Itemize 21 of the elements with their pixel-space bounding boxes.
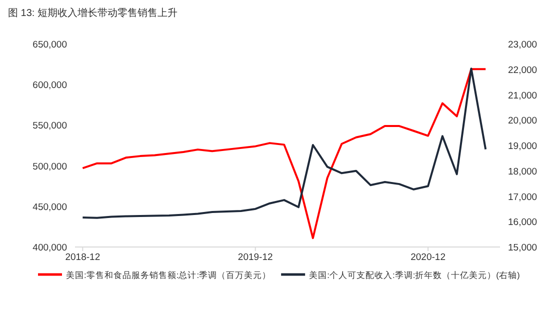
x-tick-label: 2018-12 bbox=[65, 252, 100, 263]
y-tick-label: 550,000 bbox=[32, 120, 67, 132]
y2-tick-label: 20,000 bbox=[508, 116, 538, 127]
legend-label: 美国:零售和食品服务销售额:总计:季调（百万美元） bbox=[66, 270, 272, 280]
y2-tick-label: 18,000 bbox=[508, 166, 538, 178]
y2-tick-label: 22,000 bbox=[508, 64, 538, 76]
y2-tick-label: 15,000 bbox=[508, 242, 538, 254]
y2-tick-label: 21,000 bbox=[508, 90, 538, 102]
y-tick-label: 500,000 bbox=[32, 161, 67, 172]
y-tick-label: 650,000 bbox=[32, 40, 67, 50]
x-tick-label: 2020-12 bbox=[410, 252, 446, 263]
y2-tick-label: 23,000 bbox=[508, 40, 538, 50]
legend-label: 美国:个人可支配收入:季调:折年数（十亿美元）(右轴) bbox=[309, 270, 520, 280]
y2-tick-label: 16,000 bbox=[508, 217, 538, 228]
y2-tick-label: 17,000 bbox=[508, 192, 538, 203]
y-tick-label: 450,000 bbox=[32, 202, 67, 213]
y-tick-label: 600,000 bbox=[32, 80, 67, 92]
y2-tick-label: 19,000 bbox=[508, 141, 538, 152]
y-tick-label: 400,000 bbox=[32, 242, 67, 254]
chart-title: 图 13: 短期收入增长带动零售销售上升 bbox=[8, 7, 178, 19]
x-tick-label: 2019-12 bbox=[238, 252, 273, 263]
